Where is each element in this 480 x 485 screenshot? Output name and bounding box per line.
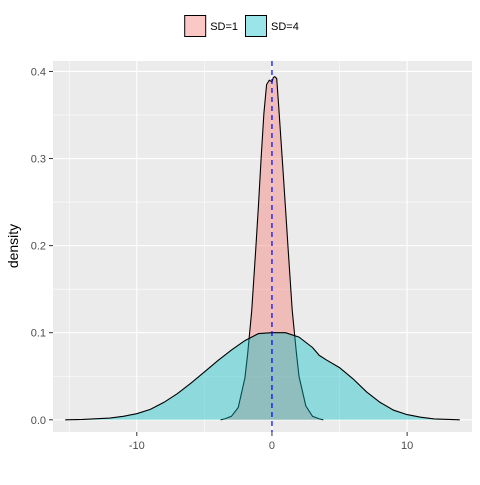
legend-key-2	[245, 15, 267, 37]
density-curve-1	[220, 76, 324, 421]
y-tick-label: 0.2	[31, 241, 46, 253]
x-tick-label: -10	[129, 440, 145, 452]
density-area-fill-2	[65, 332, 460, 420]
y-tick-label: 0.4	[31, 66, 46, 78]
y-tick-label: 0.1	[31, 328, 46, 340]
x-tick-label: 10	[401, 440, 413, 452]
legend-key-bg	[245, 15, 267, 37]
legend-key-1	[184, 15, 207, 37]
plot-panel	[53, 61, 472, 432]
grid-major	[53, 61, 472, 432]
x-tick-label: 0	[269, 440, 275, 452]
y-tick-label: 0.0	[31, 415, 46, 427]
y-axis-label: density	[5, 224, 21, 268]
density-area-fill-1	[220, 76, 324, 420]
legend-label-1: SD=1	[210, 21, 238, 33]
legend-label-2: SD=4	[271, 21, 299, 33]
legend-key-bg	[184, 15, 207, 37]
grid-minor	[53, 61, 472, 432]
axes: -10 0 10 0.0 0.1 0.2 0.3 0.4	[31, 66, 414, 452]
legend: SD=1 SD=4	[184, 15, 299, 37]
y-tick-label: 0.3	[31, 154, 46, 166]
